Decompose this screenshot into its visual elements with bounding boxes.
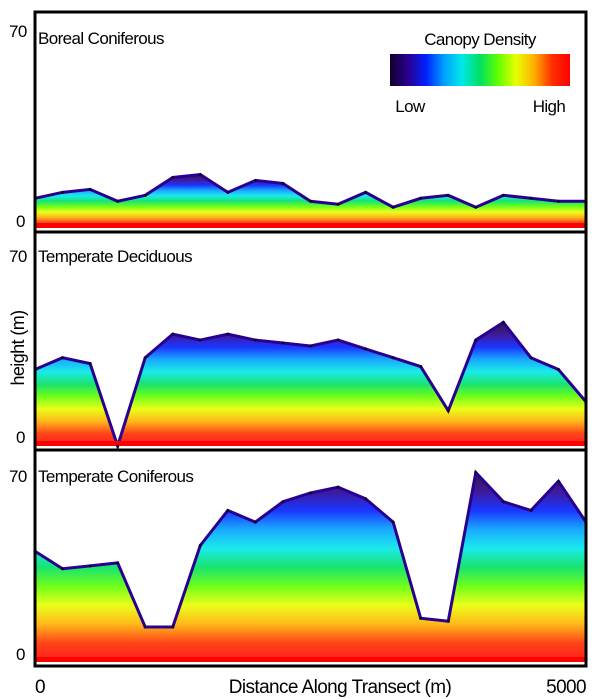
canopy-top-point [474, 205, 478, 209]
canopy-top-point [226, 508, 230, 512]
canopy-top-point [281, 500, 285, 504]
canopy-top-point [281, 181, 285, 185]
canopy-top-point [198, 543, 202, 547]
canopy-top-point [391, 520, 395, 524]
canopy-top-point [501, 320, 505, 324]
ground-return-band [35, 657, 586, 662]
canopy-top-point [88, 564, 92, 568]
canopy-top-point [446, 409, 450, 413]
legend-low-label: Low [395, 97, 426, 116]
canopy-top-point [61, 567, 65, 571]
canopy-top-point [61, 356, 65, 360]
panel-temperate-deciduous [33, 320, 588, 451]
ground-return-band [35, 441, 586, 446]
canopy-top-point [446, 193, 450, 197]
panel-title-boreal-coniferous: Boreal Coniferous [38, 29, 164, 48]
y-tick-label: 70 [9, 247, 27, 266]
canopy-top-point [143, 193, 147, 197]
canopy-top-point [556, 199, 560, 203]
canopy-top-point [226, 190, 230, 194]
canopy-top-point [419, 365, 423, 369]
y-tick-label: 0 [16, 645, 25, 664]
canopy-top-point [309, 344, 312, 348]
canopy-top-point [364, 347, 368, 351]
canopy-top-point [474, 338, 478, 342]
canopy-top-point [364, 190, 368, 194]
canopy-top-point [116, 199, 120, 203]
canopy-top-point [88, 362, 92, 366]
canopy-top-point [171, 332, 175, 336]
legend-high-label: High [533, 97, 566, 116]
panel-title-temperate-deciduous: Temperate Deciduous [38, 247, 192, 266]
canopy-top-point [281, 341, 285, 345]
canopy-top-point [143, 356, 147, 360]
canopy-top-point [198, 338, 202, 342]
canopy-top-point [501, 193, 505, 197]
canopy-top-point [88, 187, 92, 191]
y-tick-label: 0 [16, 212, 25, 231]
x-tick-label: 0 [35, 677, 45, 698]
x-tick-label: 5000 [546, 677, 586, 698]
panel-title-temperate-coniferous: Temperate Coniferous [38, 467, 193, 486]
canopy-top-point [501, 500, 505, 504]
y-tick-label: 70 [9, 22, 27, 41]
canopy-top-point [253, 338, 257, 342]
y-tick-label: 0 [16, 428, 25, 447]
canopy-top-point [171, 175, 175, 179]
canopy-top-point [419, 196, 423, 200]
canopy-top-point [198, 173, 202, 177]
canopy-top-point [116, 444, 120, 448]
canopy-top-point [253, 178, 257, 182]
panel-temperate-coniferous [33, 469, 588, 662]
canopy-top-point [391, 356, 395, 360]
canopy-top-point [529, 196, 533, 200]
legend-title: Canopy Density [424, 30, 537, 49]
canopy-top-point [529, 508, 533, 512]
canopy-top-point [556, 367, 560, 371]
panel-frame [33, 448, 588, 668]
canopy-density-area [35, 322, 586, 446]
canopy-top-point [556, 479, 560, 483]
legend: Canopy Density Low High [390, 30, 570, 116]
canopy-top-point [446, 619, 450, 623]
y-tick-label: 70 [9, 467, 27, 486]
canopy-top-point [474, 471, 478, 475]
canopy-top-point [309, 199, 312, 203]
canopy-top-point [116, 561, 120, 565]
canopy-top-point [309, 491, 312, 495]
x-axis-label: Distance Along Transect (m) [229, 677, 452, 698]
canopy-density-area [35, 472, 586, 662]
legend-color-bar [390, 54, 570, 86]
canopy-top-point [336, 485, 340, 489]
canopy-top-point [364, 497, 368, 501]
ground-return-band [35, 223, 586, 228]
canopy-top-point [171, 625, 175, 629]
canopy-top-point [336, 338, 340, 342]
canopy-top-point [391, 205, 395, 209]
canopy-top-point [336, 202, 340, 206]
canopy-top-point [253, 520, 257, 524]
canopy-top-point [226, 332, 230, 336]
canopy-top-point [529, 356, 533, 360]
canopy-top-point [61, 190, 65, 194]
canopy-top-point [143, 625, 147, 629]
y-axis-label: height (m) [8, 310, 28, 385]
canopy-top-point [419, 616, 423, 620]
panel-boreal-coniferous [33, 172, 588, 228]
